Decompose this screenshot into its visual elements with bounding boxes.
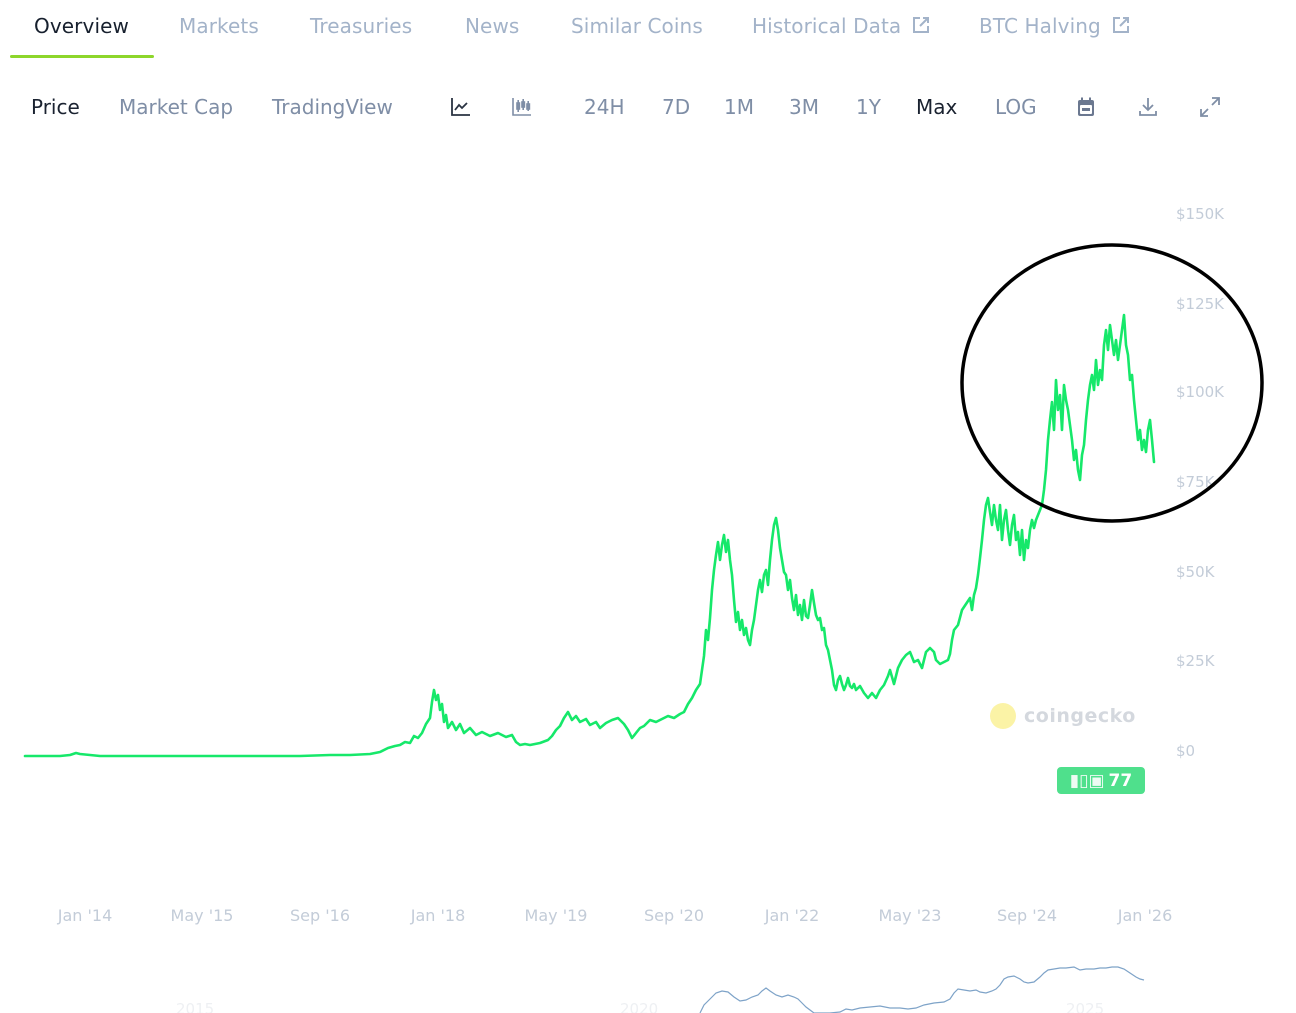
navigator-year-label: 2020 [620,1000,659,1013]
tab-overview[interactable]: Overview [34,14,129,38]
x-tick: Jan '26 [1117,906,1173,925]
active-tab-indicator [10,55,154,58]
range-24h[interactable]: 24H [584,95,625,119]
navigator-year-label: 2025 [1066,1000,1105,1013]
range-1y[interactable]: 1Y [856,95,881,119]
market-cap-toggle[interactable]: Market Cap [119,95,234,119]
current-price-badge: ▮▯▣ 77 [1057,767,1145,794]
x-tick: Jan '22 [764,906,820,925]
log-scale-toggle[interactable]: LOG [995,95,1037,119]
tab-news[interactable]: News [465,14,520,38]
x-tick: May '19 [524,906,588,925]
x-tick: May '23 [878,906,942,925]
external-link-icon [913,17,930,33]
x-tick: Jan '14 [57,906,113,925]
navigator-line [699,966,1145,1013]
tab-historical-data-label: Historical Data [752,14,902,38]
y-tick-150k: $150K [1176,205,1225,223]
range-navigator[interactable] [0,955,1296,1013]
chart-toolbar: Price Market Cap TradingView 24H 7D 1M 3… [0,85,1296,130]
navigator-year-label: 2015 [176,1000,215,1013]
annotation-circle [960,243,1264,523]
y-tick-0: $0 [1176,742,1196,760]
range-3m[interactable]: 3M [789,95,819,119]
tradingview-toggle[interactable]: TradingView [272,95,393,119]
line-chart-icon[interactable] [449,95,473,119]
x-tick: Jan '18 [410,906,466,925]
range-7d[interactable]: 7D [662,95,691,119]
y-tick-100k: $100K [1176,383,1225,401]
y-tick-25k: $25K [1176,652,1215,670]
y-tick-75k: $75K [1176,473,1215,491]
tab-btc-halving[interactable]: BTC Halving [979,14,1131,38]
badge-value: 77 [1108,770,1133,791]
y-tick-50k: $50K [1176,563,1215,581]
badge-glyph-icon: ▮▯▣ [1069,770,1105,791]
x-tick: Sep '20 [644,906,704,925]
coingecko-logo-icon [990,703,1016,729]
tab-treasuries[interactable]: Treasuries [310,14,413,38]
x-tick: May '15 [170,906,234,925]
range-max[interactable]: Max [916,95,958,119]
price-line [23,313,1156,758]
calendar-icon[interactable] [1074,95,1098,119]
tab-historical-data[interactable]: Historical Data [752,14,931,38]
coingecko-watermark: coingecko [990,703,1136,729]
tab-btc-halving-label: BTC Halving [979,14,1101,38]
watermark-text: coingecko [1024,705,1136,727]
top-tabs: Overview Markets Treasuries News Similar… [0,0,1296,60]
range-1m[interactable]: 1M [724,95,754,119]
fullscreen-icon[interactable] [1198,95,1222,119]
x-tick: Sep '16 [290,906,350,925]
x-tick: Sep '24 [997,906,1057,925]
external-link-icon [1112,17,1129,33]
tab-markets[interactable]: Markets [179,14,259,38]
price-toggle[interactable]: Price [31,95,80,119]
download-icon[interactable] [1136,95,1160,119]
y-tick-125k: $125K [1176,295,1225,313]
tab-similar-coins[interactable]: Similar Coins [571,14,703,38]
candlestick-chart-icon[interactable] [510,95,534,119]
